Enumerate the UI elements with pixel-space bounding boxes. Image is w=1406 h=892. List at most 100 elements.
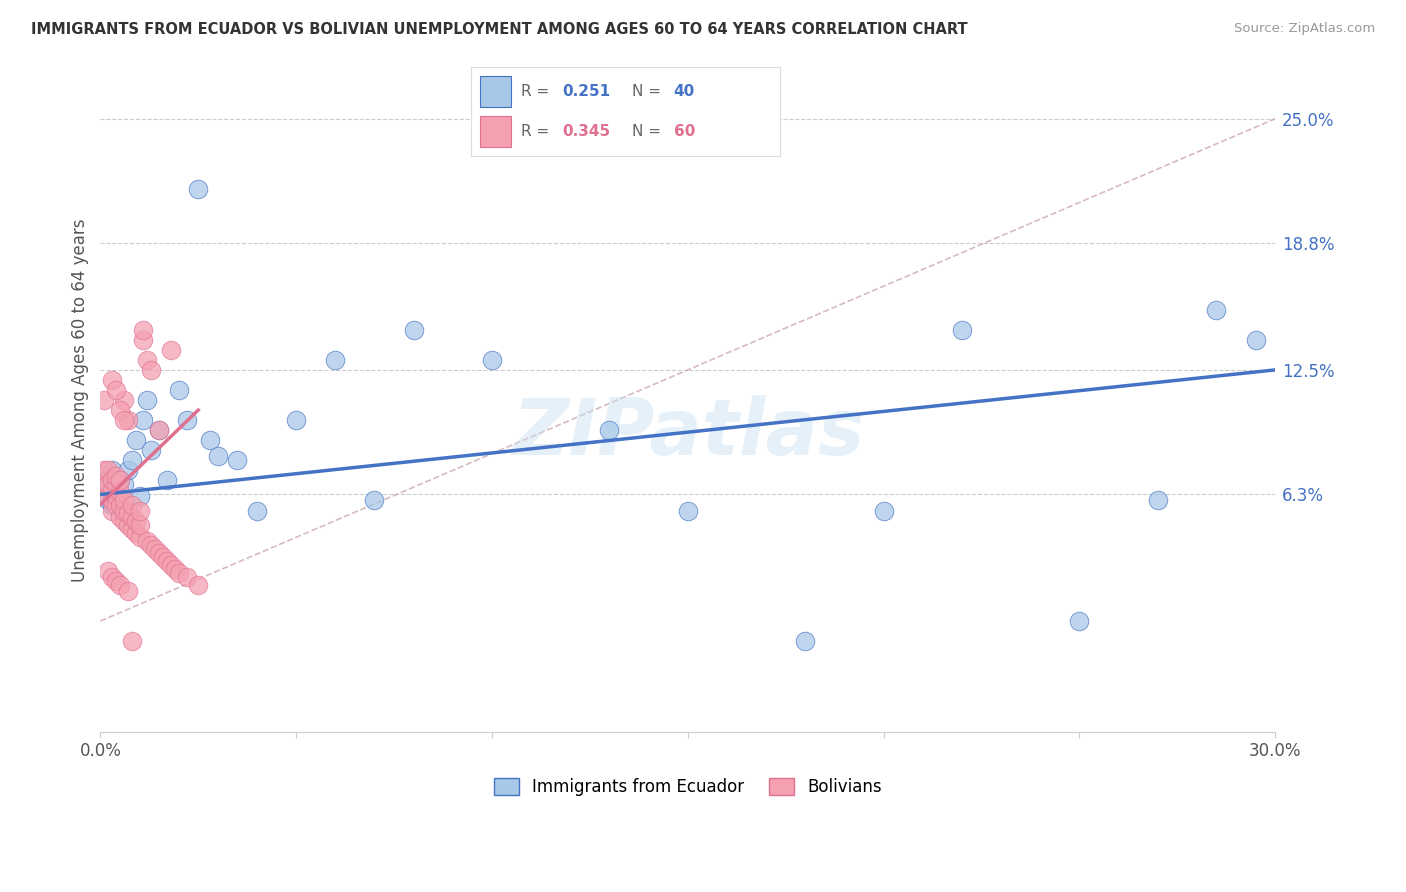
Bolivians xyxy=(128,503,150,517)
Text: R =: R = xyxy=(520,84,554,99)
Bolivians xyxy=(101,493,124,508)
Bolivians xyxy=(93,463,115,477)
Immigrants from Ecuador xyxy=(117,463,139,477)
Immigrants from Ecuador xyxy=(105,483,128,498)
Immigrants from Ecuador xyxy=(93,477,115,491)
Bolivians xyxy=(117,583,139,598)
Bolivians xyxy=(97,564,120,578)
Bolivians xyxy=(93,392,115,407)
Bar xyxy=(481,76,512,107)
Bolivians xyxy=(128,530,150,544)
Bolivians xyxy=(112,413,135,427)
Bolivians xyxy=(112,503,135,517)
Immigrants from Ecuador xyxy=(323,352,346,367)
Text: N =: N = xyxy=(631,124,665,139)
Immigrants from Ecuador xyxy=(108,474,131,488)
Bolivians xyxy=(97,490,120,504)
Bolivians xyxy=(136,352,159,367)
Bolivians xyxy=(93,477,115,491)
Bolivians xyxy=(160,558,183,572)
Immigrants from Ecuador xyxy=(187,182,209,196)
Immigrants from Ecuador xyxy=(481,352,503,367)
Bolivians xyxy=(176,570,198,584)
Bolivians xyxy=(148,423,170,437)
Text: 40: 40 xyxy=(673,84,695,99)
Bolivians xyxy=(108,498,131,512)
Text: 60: 60 xyxy=(673,124,695,139)
Bolivians xyxy=(156,554,179,568)
Bolivians xyxy=(108,485,131,500)
Text: N =: N = xyxy=(631,84,665,99)
Immigrants from Ecuador xyxy=(108,490,131,504)
Bolivians xyxy=(148,546,170,560)
Immigrants from Ecuador xyxy=(402,323,425,337)
Bolivians xyxy=(187,578,209,592)
Immigrants from Ecuador xyxy=(128,490,150,504)
Bolivians xyxy=(152,549,174,564)
Immigrants from Ecuador xyxy=(141,443,163,458)
Bolivians xyxy=(101,373,124,387)
Bolivians xyxy=(108,509,131,524)
Bolivians xyxy=(108,403,131,417)
Immigrants from Ecuador xyxy=(121,453,143,467)
Bolivians xyxy=(101,483,124,498)
Text: ZIPatlas: ZIPatlas xyxy=(512,395,863,471)
Bolivians xyxy=(124,525,146,540)
Y-axis label: Unemployment Among Ages 60 to 64 years: Unemployment Among Ages 60 to 64 years xyxy=(72,219,89,582)
Immigrants from Ecuador xyxy=(285,413,308,427)
Bolivians xyxy=(105,477,128,491)
Bolivians xyxy=(108,474,131,488)
Immigrants from Ecuador xyxy=(117,503,139,517)
Bolivians xyxy=(117,413,139,427)
Immigrants from Ecuador xyxy=(156,474,179,488)
Immigrants from Ecuador xyxy=(101,498,124,512)
Bolivians xyxy=(124,514,146,528)
Immigrants from Ecuador xyxy=(794,634,817,648)
Immigrants from Ecuador xyxy=(101,463,124,477)
Bar xyxy=(481,116,512,147)
Bolivians xyxy=(141,363,163,377)
Text: IMMIGRANTS FROM ECUADOR VS BOLIVIAN UNEMPLOYMENT AMONG AGES 60 TO 64 YEARS CORRE: IMMIGRANTS FROM ECUADOR VS BOLIVIAN UNEM… xyxy=(31,22,967,37)
Bolivians xyxy=(117,517,139,532)
Bolivians xyxy=(108,578,131,592)
Bolivians xyxy=(105,383,128,397)
Bolivians xyxy=(136,533,159,548)
Bolivians xyxy=(112,514,135,528)
Legend: Immigrants from Ecuador, Bolivians: Immigrants from Ecuador, Bolivians xyxy=(486,772,889,803)
Text: R =: R = xyxy=(520,124,554,139)
Immigrants from Ecuador xyxy=(97,493,120,508)
Immigrants from Ecuador xyxy=(950,323,973,337)
Bolivians xyxy=(97,463,120,477)
Immigrants from Ecuador xyxy=(872,503,894,517)
Bolivians xyxy=(160,343,183,357)
Bolivians xyxy=(105,574,128,588)
Bolivians xyxy=(143,541,166,556)
Bolivians xyxy=(132,323,155,337)
Bolivians xyxy=(121,498,143,512)
Immigrants from Ecuador xyxy=(1146,493,1168,508)
Bolivians xyxy=(105,498,128,512)
Bolivians xyxy=(132,333,155,347)
Immigrants from Ecuador xyxy=(246,503,269,517)
Immigrants from Ecuador xyxy=(167,383,190,397)
Bolivians xyxy=(101,570,124,584)
Bolivians xyxy=(101,503,124,517)
Immigrants from Ecuador xyxy=(148,423,170,437)
Bolivians xyxy=(112,392,135,407)
Bolivians xyxy=(163,562,186,576)
Bolivians xyxy=(121,509,143,524)
Text: 0.345: 0.345 xyxy=(562,124,610,139)
Bolivians xyxy=(105,490,128,504)
Bolivians xyxy=(167,566,190,580)
Bolivians xyxy=(117,506,139,520)
Immigrants from Ecuador xyxy=(132,413,155,427)
Bolivians xyxy=(121,522,143,536)
Text: 0.251: 0.251 xyxy=(562,84,610,99)
Bolivians xyxy=(105,469,128,483)
Immigrants from Ecuador xyxy=(226,453,249,467)
Immigrants from Ecuador xyxy=(176,413,198,427)
Immigrants from Ecuador xyxy=(198,434,221,448)
Immigrants from Ecuador xyxy=(1205,302,1227,317)
Bolivians xyxy=(112,493,135,508)
Immigrants from Ecuador xyxy=(136,392,159,407)
